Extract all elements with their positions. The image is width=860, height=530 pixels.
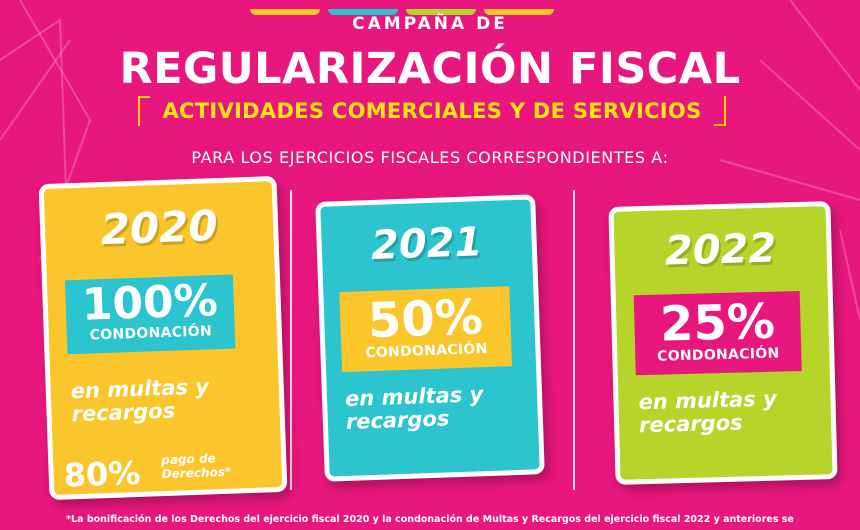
year-label: 2021 [370, 219, 484, 269]
discount-box: 50% CONDONACIÓN [339, 286, 513, 373]
divider-right [573, 190, 575, 490]
derechos-label: pago de Derechos* [161, 451, 232, 482]
multas-text: en multas y recargos [344, 382, 484, 434]
page-title: REGULARIZACIÓN FISCAL [119, 44, 741, 94]
divider-left [290, 190, 292, 490]
intro-text: PARA LOS EJERCICIOS FISCALES CORRESPONDI… [191, 148, 669, 167]
discount-percent: 25% [659, 293, 776, 353]
year-label: 2022 [664, 225, 777, 275]
condonacion-label: CONDONACIÓN [656, 345, 780, 365]
card-2021: 2021 50% CONDONACIÓN en multas y recargo… [315, 194, 545, 482]
discount-box: 25% CONDONACIÓN [633, 290, 802, 376]
multas-text: en multas y recargos [638, 386, 778, 438]
year-label: 2020 [99, 201, 219, 255]
discount-percent: 50% [366, 289, 484, 350]
campaign-label: CAMPAÑA DE [352, 14, 508, 34]
top-color-strip [250, 0, 610, 15]
multas-text: en multas y recargos [70, 374, 210, 427]
card-2020: 2020 100% CONDONACIÓN en multas y recarg… [38, 175, 288, 501]
derechos-percent: 80% [63, 453, 141, 495]
footnote: *La bonificación de los Derechos del eje… [66, 514, 794, 525]
subtitle-frame: ACTIVIDADES COMERCIALES Y DE SERVICIOS [138, 96, 726, 126]
discount-box: 100% CONDONACIÓN [64, 274, 236, 355]
card-2022: 2022 25% CONDONACIÓN en multas y recargo… [608, 201, 838, 485]
subtitle: ACTIVIDADES COMERCIALES Y DE SERVICIOS [162, 99, 702, 123]
discount-percent: 100% [80, 275, 219, 331]
